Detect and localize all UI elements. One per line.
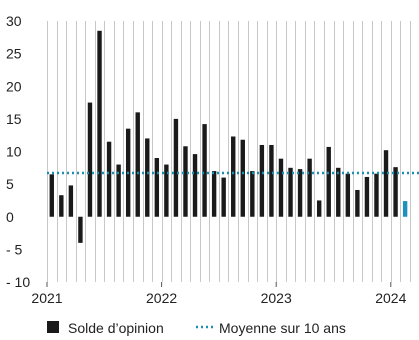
bar xyxy=(336,167,341,217)
bar xyxy=(240,139,245,217)
bar xyxy=(192,154,198,217)
bar xyxy=(307,158,312,217)
bar xyxy=(183,146,188,217)
legend-swatch-bar xyxy=(47,321,59,333)
bar xyxy=(97,30,102,217)
x-tick-label: 2023 xyxy=(261,290,292,306)
bar xyxy=(297,169,303,217)
bar xyxy=(78,216,83,243)
x-tick-label: 2024 xyxy=(375,290,406,306)
bar xyxy=(49,174,54,217)
bar xyxy=(211,171,217,217)
grid-lines xyxy=(47,21,411,282)
y-tick-label: 10 xyxy=(6,144,22,160)
bar xyxy=(173,118,179,217)
y-tick-label: - 10 xyxy=(6,274,30,290)
x-tick-label: 2021 xyxy=(31,290,62,306)
legend: Solde d’opinion Moyenne sur 10 ans xyxy=(47,320,346,336)
y-tick-label: 5 xyxy=(6,176,14,192)
y-tick-label: 0 xyxy=(6,209,14,225)
bar xyxy=(383,150,389,217)
bar xyxy=(135,112,140,217)
bar xyxy=(374,173,379,217)
x-axis-ticks: 2021 2022 2023 2024 xyxy=(31,282,407,306)
bar xyxy=(202,124,207,217)
bar xyxy=(145,138,150,217)
legend-label-line: Moyenne sur 10 ans xyxy=(219,320,346,336)
bar xyxy=(259,144,265,217)
legend-label-bar: Solde d’opinion xyxy=(68,320,164,336)
x-tick-label: 2022 xyxy=(146,290,177,306)
bar xyxy=(250,171,255,217)
bar xyxy=(364,176,370,217)
y-tick-label: 15 xyxy=(6,111,22,127)
bar xyxy=(326,146,331,217)
bar xyxy=(231,136,236,217)
bar xyxy=(288,167,293,217)
bar xyxy=(164,164,169,217)
y-tick-label: 25 xyxy=(6,46,22,62)
bar xyxy=(269,144,274,217)
bar xyxy=(316,200,322,217)
bar xyxy=(221,177,226,217)
bar xyxy=(59,195,64,217)
bar-latest xyxy=(402,201,408,217)
y-axis-ticks: 30 25 20 15 10 5 0 - 5 - 10 xyxy=(6,13,30,290)
bar xyxy=(355,189,360,217)
bar xyxy=(393,167,398,217)
bar xyxy=(68,185,74,217)
bar xyxy=(87,102,93,217)
bar xyxy=(154,158,160,217)
bar xyxy=(106,141,112,217)
y-tick-label: 30 xyxy=(6,13,22,29)
y-tick-label: - 5 xyxy=(6,241,23,257)
bar xyxy=(116,164,121,217)
y-tick-label: 20 xyxy=(6,78,22,94)
bar xyxy=(345,173,351,217)
bar xyxy=(278,158,284,217)
